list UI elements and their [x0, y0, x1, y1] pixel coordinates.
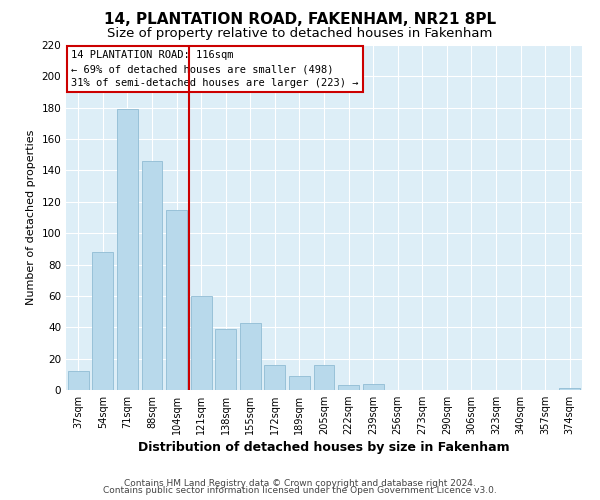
Bar	[166, 210, 187, 390]
Bar	[240, 322, 261, 390]
Bar	[191, 296, 212, 390]
Text: Contains public sector information licensed under the Open Government Licence v3: Contains public sector information licen…	[103, 486, 497, 495]
Bar	[142, 161, 163, 390]
Text: Size of property relative to detached houses in Fakenham: Size of property relative to detached ho…	[107, 28, 493, 40]
Text: 14, PLANTATION ROAD, FAKENHAM, NR21 8PL: 14, PLANTATION ROAD, FAKENHAM, NR21 8PL	[104, 12, 496, 28]
Bar	[362, 384, 383, 390]
Text: Contains HM Land Registry data © Crown copyright and database right 2024.: Contains HM Land Registry data © Crown c…	[124, 478, 476, 488]
Bar	[559, 388, 580, 390]
Bar	[215, 329, 236, 390]
Bar	[92, 252, 113, 390]
Y-axis label: Number of detached properties: Number of detached properties	[26, 130, 36, 305]
Bar	[117, 110, 138, 390]
Text: 14 PLANTATION ROAD: 116sqm
← 69% of detached houses are smaller (498)
31% of sem: 14 PLANTATION ROAD: 116sqm ← 69% of deta…	[71, 50, 359, 88]
X-axis label: Distribution of detached houses by size in Fakenham: Distribution of detached houses by size …	[138, 442, 510, 454]
Bar	[289, 376, 310, 390]
Bar	[265, 365, 286, 390]
Bar	[314, 365, 334, 390]
Bar	[338, 386, 359, 390]
Bar	[68, 371, 89, 390]
